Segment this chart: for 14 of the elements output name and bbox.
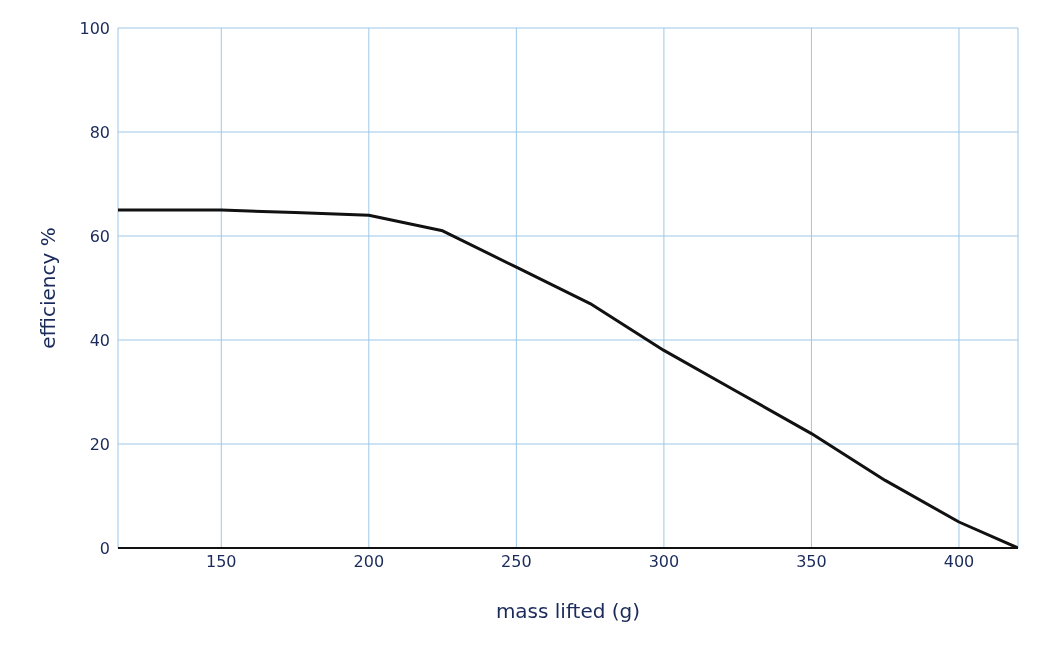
y-tick-label: 80 — [89, 122, 110, 142]
x-tick-label: 300 — [648, 552, 680, 572]
y-tick-label: 100 — [79, 18, 110, 38]
x-tick-label: 350 — [796, 552, 827, 572]
y-tick-label: 0 — [99, 538, 110, 558]
y-axis-title: efficiency % — [36, 227, 61, 349]
x-tick-label: 200 — [353, 552, 385, 572]
y-tick-label: 60 — [89, 226, 110, 246]
x-tick-label: 150 — [206, 552, 237, 572]
x-axis-title: mass lifted (g) — [495, 599, 641, 623]
x-tick-label: 250 — [501, 552, 532, 572]
y-tick-label: 40 — [89, 330, 110, 350]
y-tick-label: 20 — [89, 434, 110, 454]
x-tick-label: 400 — [943, 552, 975, 572]
